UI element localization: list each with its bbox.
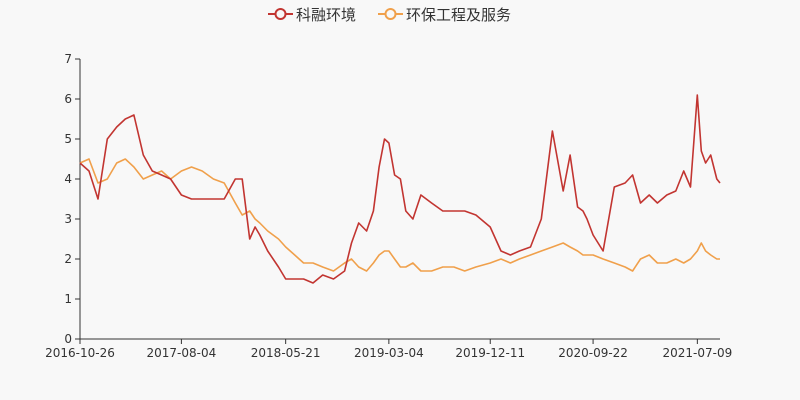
y-tick-label: 6 <box>64 92 72 106</box>
x-tick-label: 2016-10-26 <box>45 346 115 360</box>
x-tick-label: 2017-08-04 <box>147 346 217 360</box>
x-tick-label: 2019-03-04 <box>354 346 424 360</box>
x-tick-label: 2019-12-11 <box>455 346 525 360</box>
legend[interactable]: 科融环境 环保工程及服务 <box>268 6 511 24</box>
y-tick-label: 5 <box>64 132 72 146</box>
legend-label: 科融环境 <box>296 6 356 24</box>
y-tick-label: 1 <box>64 292 72 306</box>
x-tick-label: 2018-05-21 <box>251 346 321 360</box>
y-tick-label: 0 <box>64 332 72 346</box>
legend-label: 环保工程及服务 <box>406 6 511 24</box>
y-tick-label: 4 <box>64 172 72 186</box>
series-line-1[interactable] <box>79 158 720 272</box>
y-tick-label: 7 <box>64 52 72 66</box>
y-axis: 0 1 2 3 4 5 6 7 <box>64 52 81 346</box>
series-line-0[interactable] <box>79 94 721 284</box>
x-tick-label: 2020-09-22 <box>558 346 628 360</box>
x-tick-label: 2021-07-09 <box>662 346 732 360</box>
series-group <box>79 94 721 284</box>
x-axis: 2016-10-26 2017-08-04 2018-05-21 2019-03-04… <box>45 338 732 360</box>
y-tick-label: 3 <box>64 212 72 226</box>
y-tick-label: 2 <box>64 252 72 266</box>
legend-circle-icon <box>274 8 287 20</box>
legend-circle-icon <box>384 8 397 20</box>
legend-item-1[interactable]: 环保工程及服务 <box>378 6 511 24</box>
legend-item-0[interactable]: 科融环境 <box>268 6 356 24</box>
